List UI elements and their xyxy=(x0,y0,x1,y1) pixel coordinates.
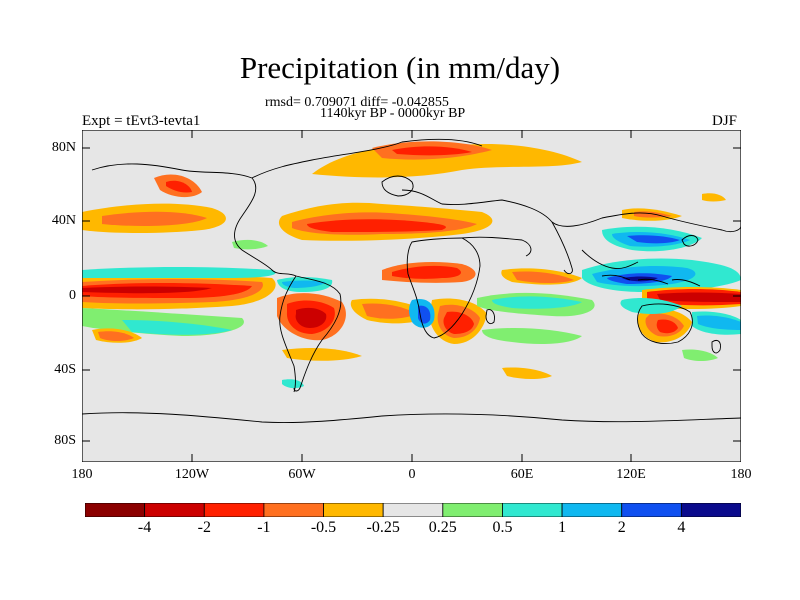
colorbar-swatch xyxy=(85,503,146,517)
colorbar-swatch xyxy=(203,503,265,517)
lon-label-60w: 60W xyxy=(288,467,316,482)
lat-label-40n: 40N xyxy=(51,213,76,228)
coastlines xyxy=(82,138,741,423)
lon-label-120e: 120E xyxy=(616,467,646,482)
colorbar-swatch xyxy=(382,503,444,517)
lon-label-60e: 60E xyxy=(510,467,534,482)
colorbar-label: -2 xyxy=(197,519,211,536)
lat-label-80n: 80N xyxy=(51,140,76,155)
colorbar-label: 2 xyxy=(617,519,626,536)
period-label: 1140kyr BP - 0000kyr BP xyxy=(320,106,466,121)
season-label: DJF xyxy=(712,113,738,129)
lat-label-eq: 0 xyxy=(69,288,76,303)
colorbar-label: -0.5 xyxy=(310,519,337,536)
lat-label-40s: 40S xyxy=(54,362,76,377)
stats-line: rmsd= 0.709071 diff= -0.042855 xyxy=(265,95,449,110)
colorbar-swatch xyxy=(502,503,563,517)
lat-label-80s: 80S xyxy=(54,433,76,448)
colorbar-label: 0.25 xyxy=(428,519,457,536)
colorbar-swatch xyxy=(263,503,324,517)
colorbar xyxy=(85,503,741,517)
colorbar-label: 0.5 xyxy=(492,519,513,536)
experiment-label: Expt = tEvt3-tevta1 xyxy=(82,113,201,129)
lon-label-180e: 180 xyxy=(730,467,752,482)
axis-ticks xyxy=(82,130,741,462)
colorbar-swatch xyxy=(680,503,741,517)
colorbar-label: -1 xyxy=(257,519,271,536)
colorbar-label: -4 xyxy=(137,519,152,536)
precipitation-map xyxy=(82,130,741,462)
lon-label-120w: 120W xyxy=(174,467,210,482)
lon-label-180w: 180 xyxy=(71,467,93,482)
colorbar-swatch xyxy=(561,503,623,517)
colorbar-label: 1 xyxy=(558,519,567,536)
lon-label-0: 0 xyxy=(408,467,416,482)
colorbar-swatch xyxy=(323,503,384,517)
colorbar-swatch xyxy=(144,503,205,517)
colorbar-swatch xyxy=(442,503,503,517)
colorbar-label: 4 xyxy=(677,519,686,536)
colorbar-label: -0.25 xyxy=(366,519,400,536)
colorbar-swatch xyxy=(621,503,682,517)
chart-title: Precipitation (in mm/day) xyxy=(239,50,561,85)
